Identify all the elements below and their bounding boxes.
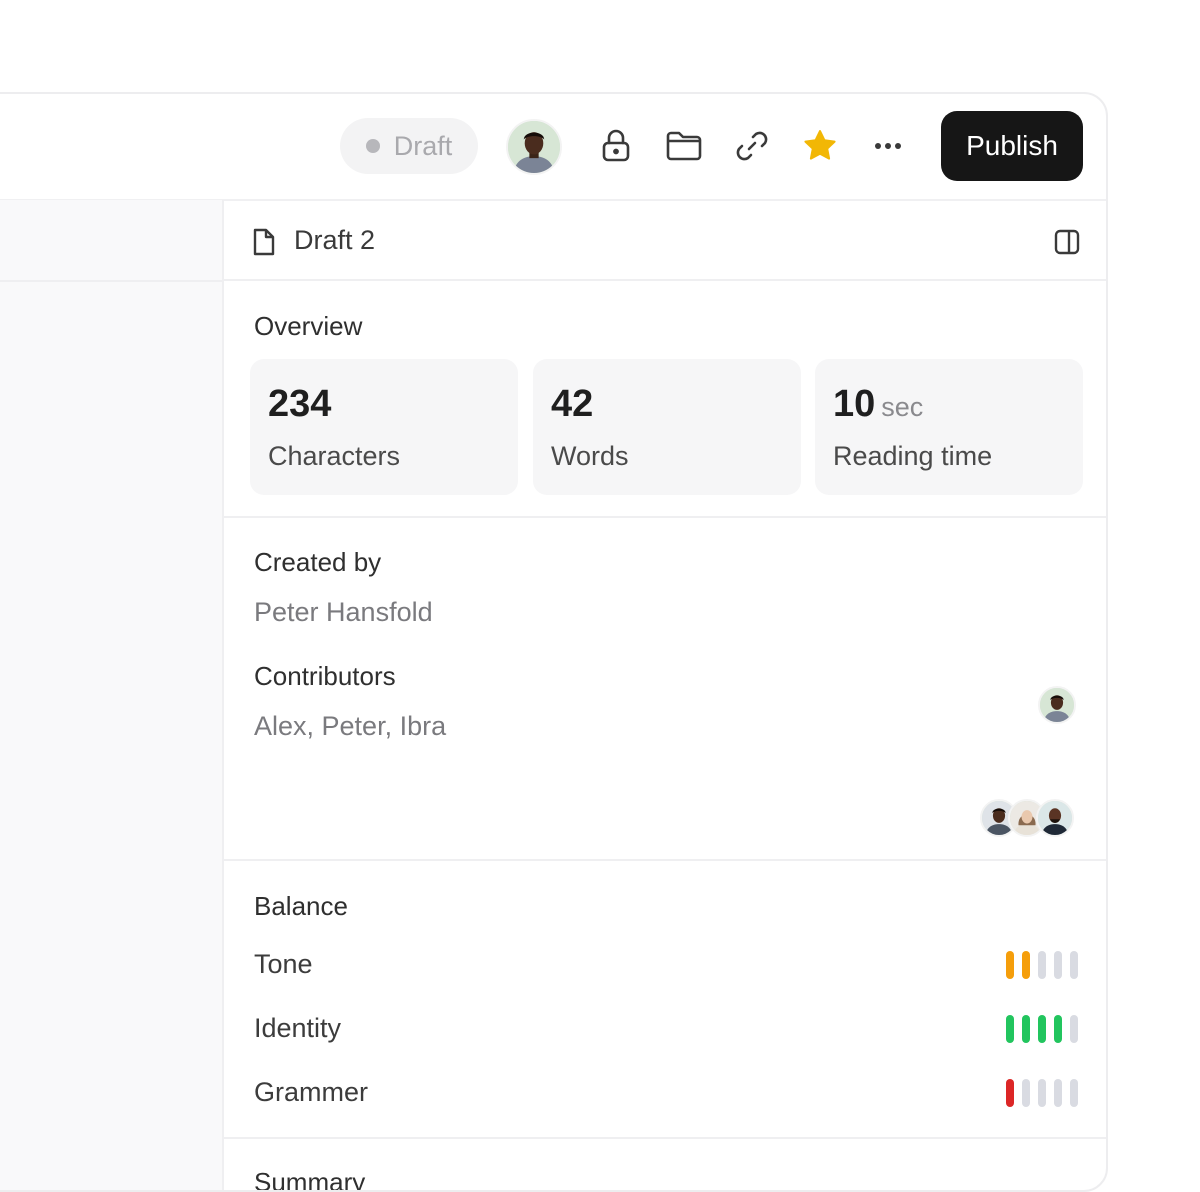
meter-bar-filled xyxy=(1022,951,1030,979)
meter-bar-filled xyxy=(1054,1015,1062,1043)
meter-bar-filled xyxy=(1022,1015,1030,1043)
status-dot xyxy=(365,139,380,153)
more-icon[interactable] xyxy=(868,126,908,166)
contributors-title: Contributors xyxy=(254,661,396,691)
editor-area[interactable] xyxy=(0,200,224,1190)
stat-value: 10 sec xyxy=(833,383,924,425)
meter-bar-filled xyxy=(1006,1015,1014,1043)
stat-value: 42 xyxy=(551,383,594,425)
overview-title: Overview xyxy=(254,311,363,341)
balance-label-tone: Tone xyxy=(254,949,313,979)
contributors-names: Alex, Peter, Ibra xyxy=(254,711,447,741)
meter-bar-empty xyxy=(1054,951,1062,979)
section-divider xyxy=(224,1137,1106,1139)
sidebar-toggle-icon[interactable] xyxy=(1054,229,1080,255)
balance-title: Balance xyxy=(254,891,348,921)
stat-card-reading-time: 10 sec Reading time xyxy=(815,359,1083,495)
panel-header: Draft 2 xyxy=(224,201,1106,281)
panel-divider xyxy=(222,200,224,1190)
balance-label-grammer: Grammer xyxy=(254,1077,368,1107)
contributor-avatars[interactable] xyxy=(980,799,1080,837)
meter-bar-empty xyxy=(1022,1079,1030,1107)
meter-bar-filled xyxy=(1038,1015,1046,1043)
link-icon[interactable] xyxy=(732,126,772,166)
meter-bar-empty xyxy=(1054,1079,1062,1107)
stat-label: Characters xyxy=(268,441,401,471)
meter-bar-filled xyxy=(1006,951,1014,979)
meter-bar-empty xyxy=(1070,951,1078,979)
document-info-panel: Draft 2 Overview 234 Characters 42 Words… xyxy=(224,201,1106,1190)
status-badge[interactable]: Draft xyxy=(340,118,478,174)
toolbar-divider xyxy=(0,199,1106,201)
balance-label-identity: Identity xyxy=(254,1013,342,1043)
section-divider xyxy=(224,516,1106,518)
creator-avatar[interactable] xyxy=(1038,686,1076,724)
avatar[interactable] xyxy=(506,119,562,175)
meter-bar-filled xyxy=(1006,1079,1014,1107)
star-icon[interactable] xyxy=(800,126,840,166)
creator-name: Peter Hansfold xyxy=(254,597,433,627)
meter-bar-empty xyxy=(1038,951,1046,979)
meter-bar-empty xyxy=(1070,1015,1078,1043)
avatar xyxy=(1036,799,1074,837)
publish-button[interactable]: Publish xyxy=(941,111,1083,181)
status-label: Draft xyxy=(393,130,453,161)
top-toolbar: Draft xyxy=(0,94,1106,199)
balance-meter-grammer xyxy=(1006,1079,1078,1107)
app-window: Draft xyxy=(0,92,1108,1192)
meter-bar-empty xyxy=(1038,1079,1046,1107)
created-by-title: Created by xyxy=(254,547,382,577)
meter-bar-empty xyxy=(1070,1079,1078,1107)
folder-icon[interactable] xyxy=(664,126,704,166)
stat-unit: sec xyxy=(881,392,924,422)
balance-meter-identity xyxy=(1006,1015,1078,1043)
stat-label: Words xyxy=(551,441,629,471)
stat-card-words: 42 Words xyxy=(533,359,801,495)
section-divider xyxy=(224,859,1106,861)
stat-card-characters: 234 Characters xyxy=(250,359,518,495)
editor-header-divider xyxy=(0,280,224,282)
summary-title: Summary xyxy=(254,1167,366,1192)
document-title: Draft 2 xyxy=(294,225,376,255)
stat-value: 234 xyxy=(268,383,332,425)
lock-icon[interactable] xyxy=(596,126,636,166)
balance-meter-tone xyxy=(1006,951,1078,979)
document-icon xyxy=(253,228,275,256)
stat-label: Reading time xyxy=(833,441,993,471)
